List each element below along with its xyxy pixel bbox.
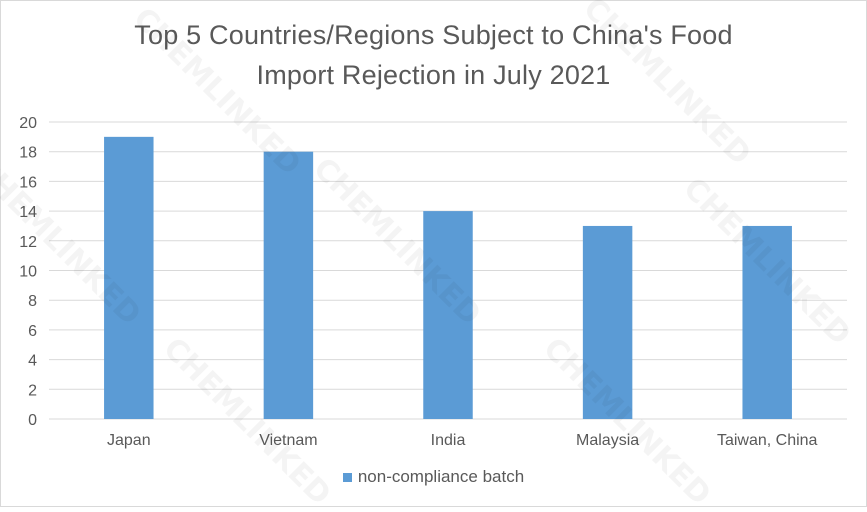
bar-taiwan-china [742, 225, 792, 419]
y-tick-label: 14 [19, 204, 37, 221]
y-tick-label: 6 [28, 323, 37, 340]
y-tick-label: 8 [28, 293, 37, 310]
y-tick-label: 0 [28, 412, 37, 429]
x-tick-label: Japan [107, 432, 151, 449]
y-tick-label: 20 [19, 115, 37, 132]
y-tick-label: 18 [19, 145, 37, 162]
bar-india [423, 211, 473, 419]
x-tick-label: Vietnam [259, 432, 317, 449]
x-tick-label: India [431, 432, 466, 449]
legend-label: non-compliance batch [357, 467, 525, 486]
legend-swatch [342, 472, 352, 482]
y-tick-label: 2 [28, 382, 37, 399]
chart-title-line-1: Top 5 Countries/Regions Subject to China… [134, 20, 733, 50]
bar-malaysia [582, 225, 633, 419]
y-tick-label: 4 [28, 353, 37, 370]
y-tick-label: 16 [19, 174, 37, 191]
legend: non-compliance batch [1, 467, 866, 487]
chart-title-line-2: Import Rejection in July 2021 [256, 60, 611, 90]
bar-japan [104, 136, 154, 419]
y-tick-label: 10 [19, 264, 37, 281]
bar-vietnam [263, 151, 314, 419]
x-tick-label: Malaysia [576, 432, 639, 449]
x-tick-label: Taiwan, China [717, 432, 818, 449]
y-tick-label: 12 [19, 234, 37, 251]
